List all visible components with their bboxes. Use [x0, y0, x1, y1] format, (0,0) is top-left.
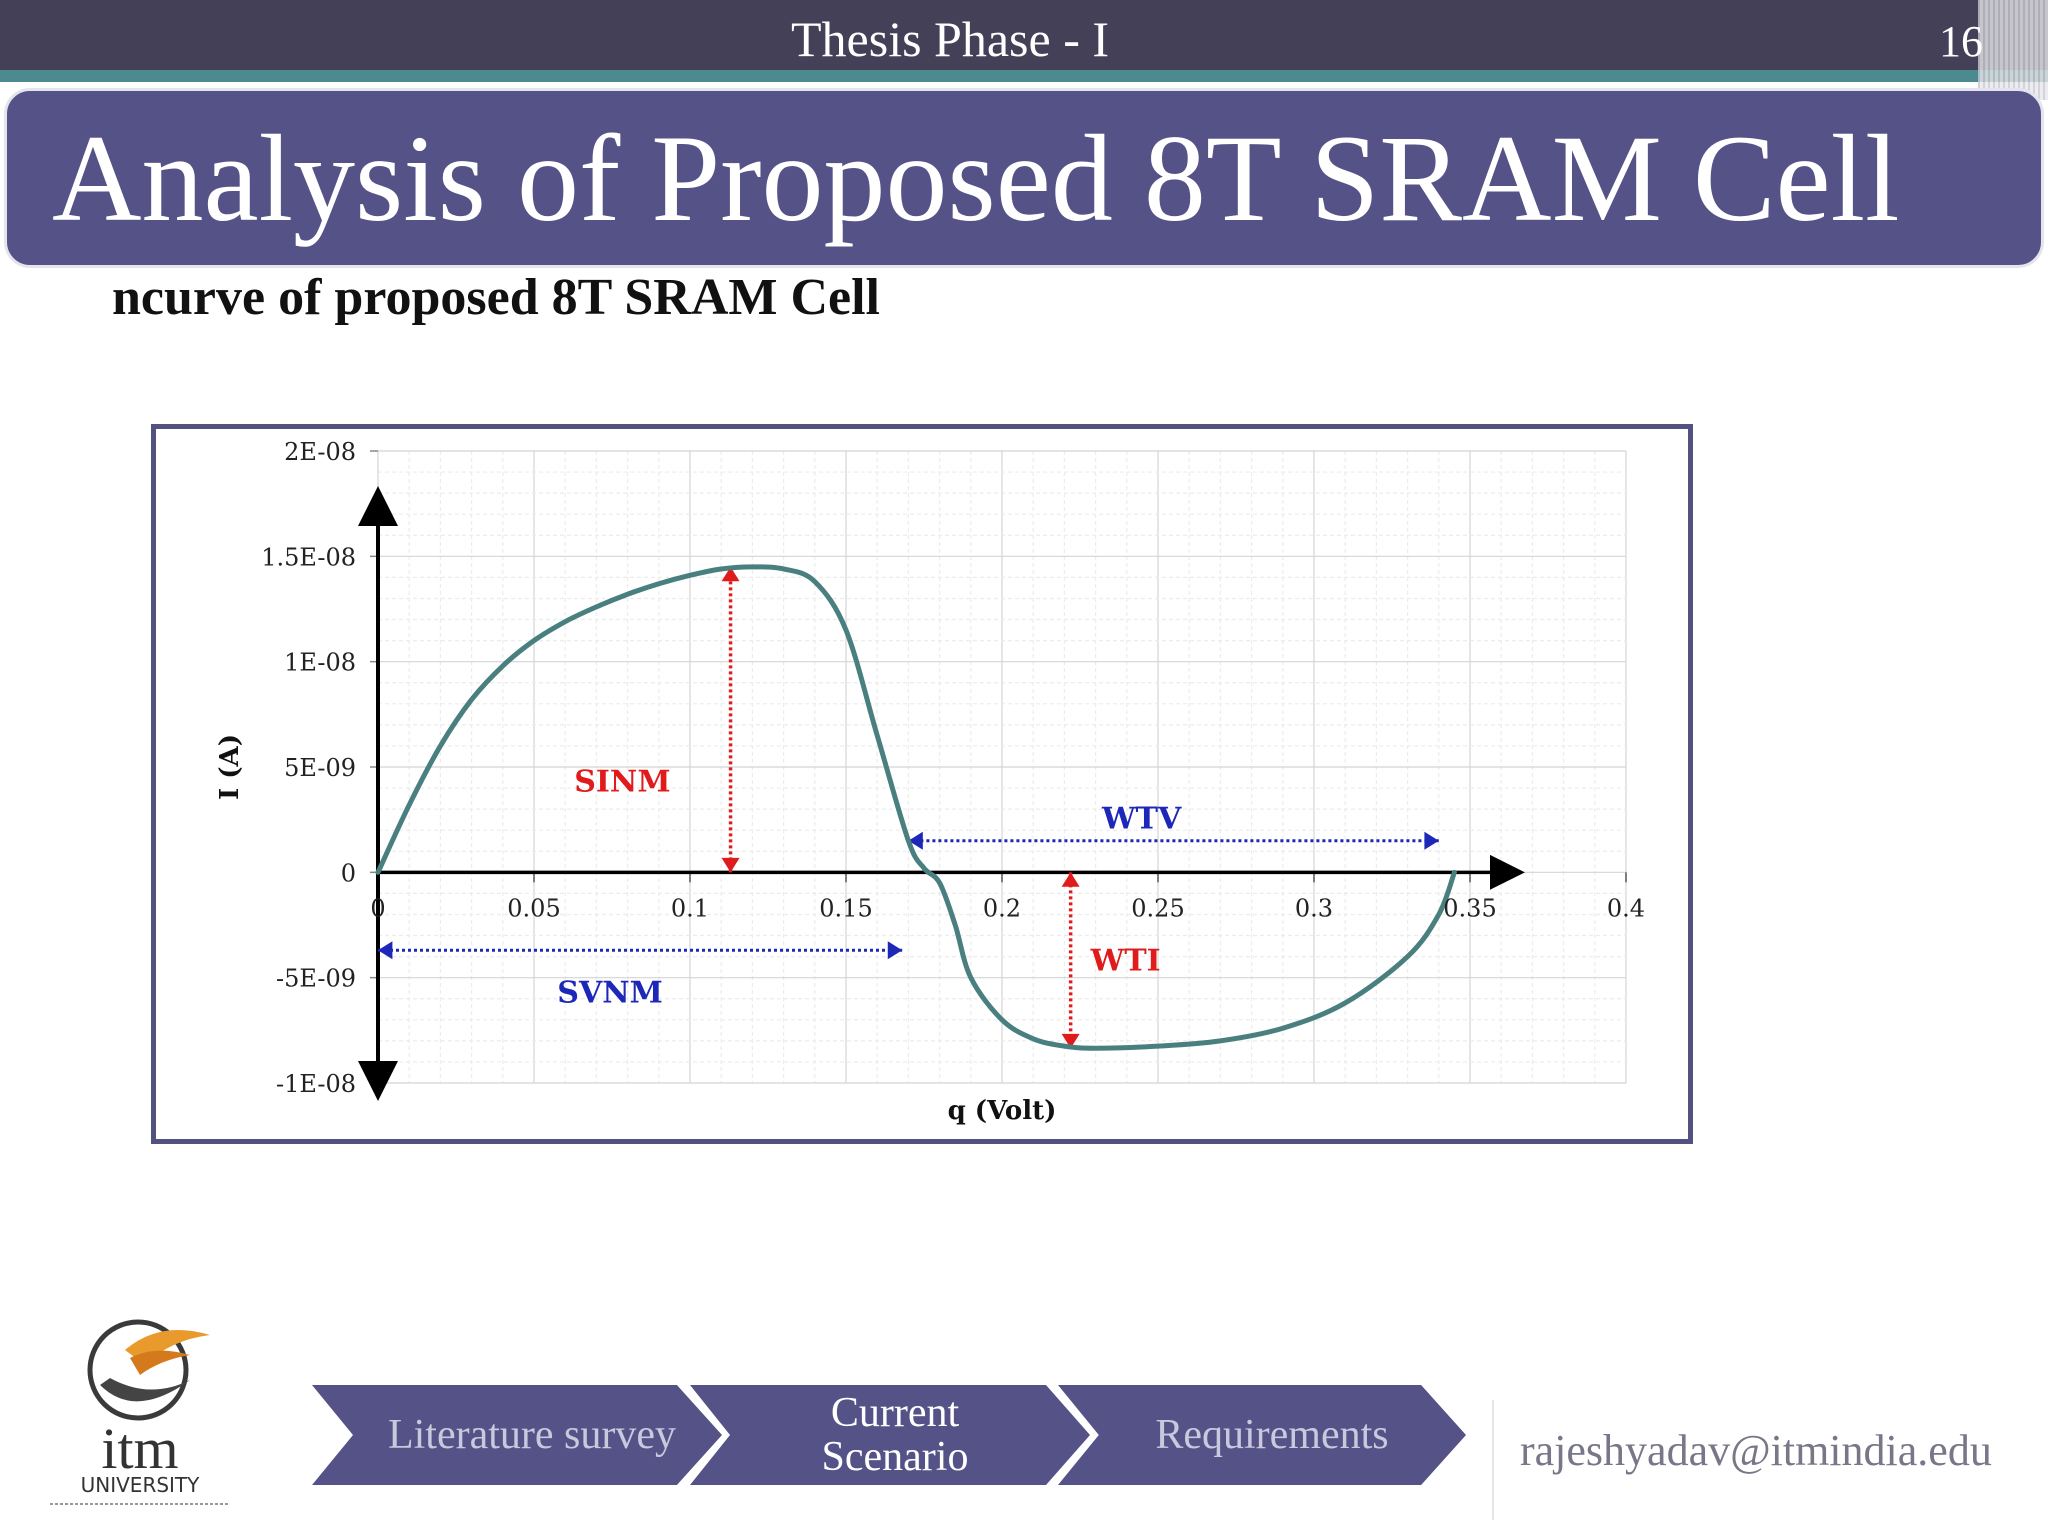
x-tick-label: 0.3: [1295, 894, 1333, 922]
annotation-arrowhead: [887, 941, 903, 960]
x-axis-label: q (Volt): [948, 1096, 1057, 1126]
y-axis-label: I (A): [215, 734, 245, 800]
footer-email: rajeshyadav@itmindia.edu: [1520, 1426, 1992, 1475]
slide-title: Analysis of Proposed 8T SRAM Cell: [52, 110, 1900, 247]
x-tick-label: 0.15: [819, 894, 872, 922]
ncurve-chart: 2E-08 1.5E-08 1E-08 5E-09 0 -5E-09 -1E-08 0 0.05…: [215, 438, 1645, 1126]
logo-university-text: UNIVERSITY: [81, 1473, 201, 1497]
y-tick-label: 1.5E-08: [261, 543, 356, 571]
nav-requirements[interactable]: Requirements: [1058, 1385, 1466, 1485]
wtv-label: WTV: [1101, 802, 1182, 837]
x-tick-label: 0.05: [507, 894, 560, 922]
x-tick-label: 0.25: [1131, 894, 1184, 922]
header-title: Thesis Phase - I: [791, 11, 1109, 67]
nav-literature-survey-label: Literature survey: [387, 1411, 677, 1458]
svnm-label: SVNM: [557, 975, 663, 1010]
x-tick-label: 0.35: [1443, 894, 1496, 922]
chart-frame: [151, 424, 1693, 1144]
nav-requirements-label: Requirements: [1155, 1411, 1389, 1458]
nav-current-scenario[interactable]: Current Scenario: [690, 1385, 1090, 1485]
y-tick-label: -5E-09: [276, 965, 356, 993]
header-accent-strip: [0, 70, 2048, 82]
annotation-arrowhead: [1424, 831, 1439, 850]
x-tick-label: 0.1: [671, 894, 709, 922]
sinm-label: SINM: [574, 765, 670, 800]
y-tick-label: 5E-09: [284, 754, 356, 782]
itm-university-logo: itm UNIVERSITY: [50, 1319, 230, 1505]
y-tick-label: 0: [341, 859, 356, 887]
corner-decoration: [1978, 0, 2048, 100]
x-tick-label: 0: [370, 894, 385, 922]
x-tick-label: 0.4: [1607, 894, 1645, 922]
annotation-arrowhead: [721, 566, 740, 582]
title-banner: [4, 88, 2044, 268]
header-bar: [0, 0, 2048, 70]
y-tick-label: 1E-08: [284, 649, 356, 677]
y-tick-label: -1E-08: [276, 1070, 356, 1098]
annotation-arrowhead: [721, 857, 740, 873]
slide-subtitle: ncurve of proposed 8T SRAM Cell: [112, 269, 880, 326]
logo-itm-text: itm: [101, 1416, 178, 1481]
annotation-arrowhead: [908, 831, 923, 850]
annotation-arrowhead: [378, 941, 393, 960]
footer-divider: [1492, 1400, 1494, 1520]
annotation-arrowhead: [1061, 872, 1080, 887]
nav-current-scenario-label: Current Scenario: [821, 1389, 969, 1480]
annotation-arrowhead: [1061, 1033, 1080, 1049]
x-tick-label: 0.2: [983, 894, 1021, 922]
wti-label: WTI: [1090, 943, 1161, 978]
ncurve-line: [375, 564, 1457, 1051]
slide-number: 16: [1939, 17, 1983, 66]
y-tick-label: 2E-08: [284, 438, 356, 466]
nav-literature-survey[interactable]: Literature survey: [312, 1385, 722, 1485]
